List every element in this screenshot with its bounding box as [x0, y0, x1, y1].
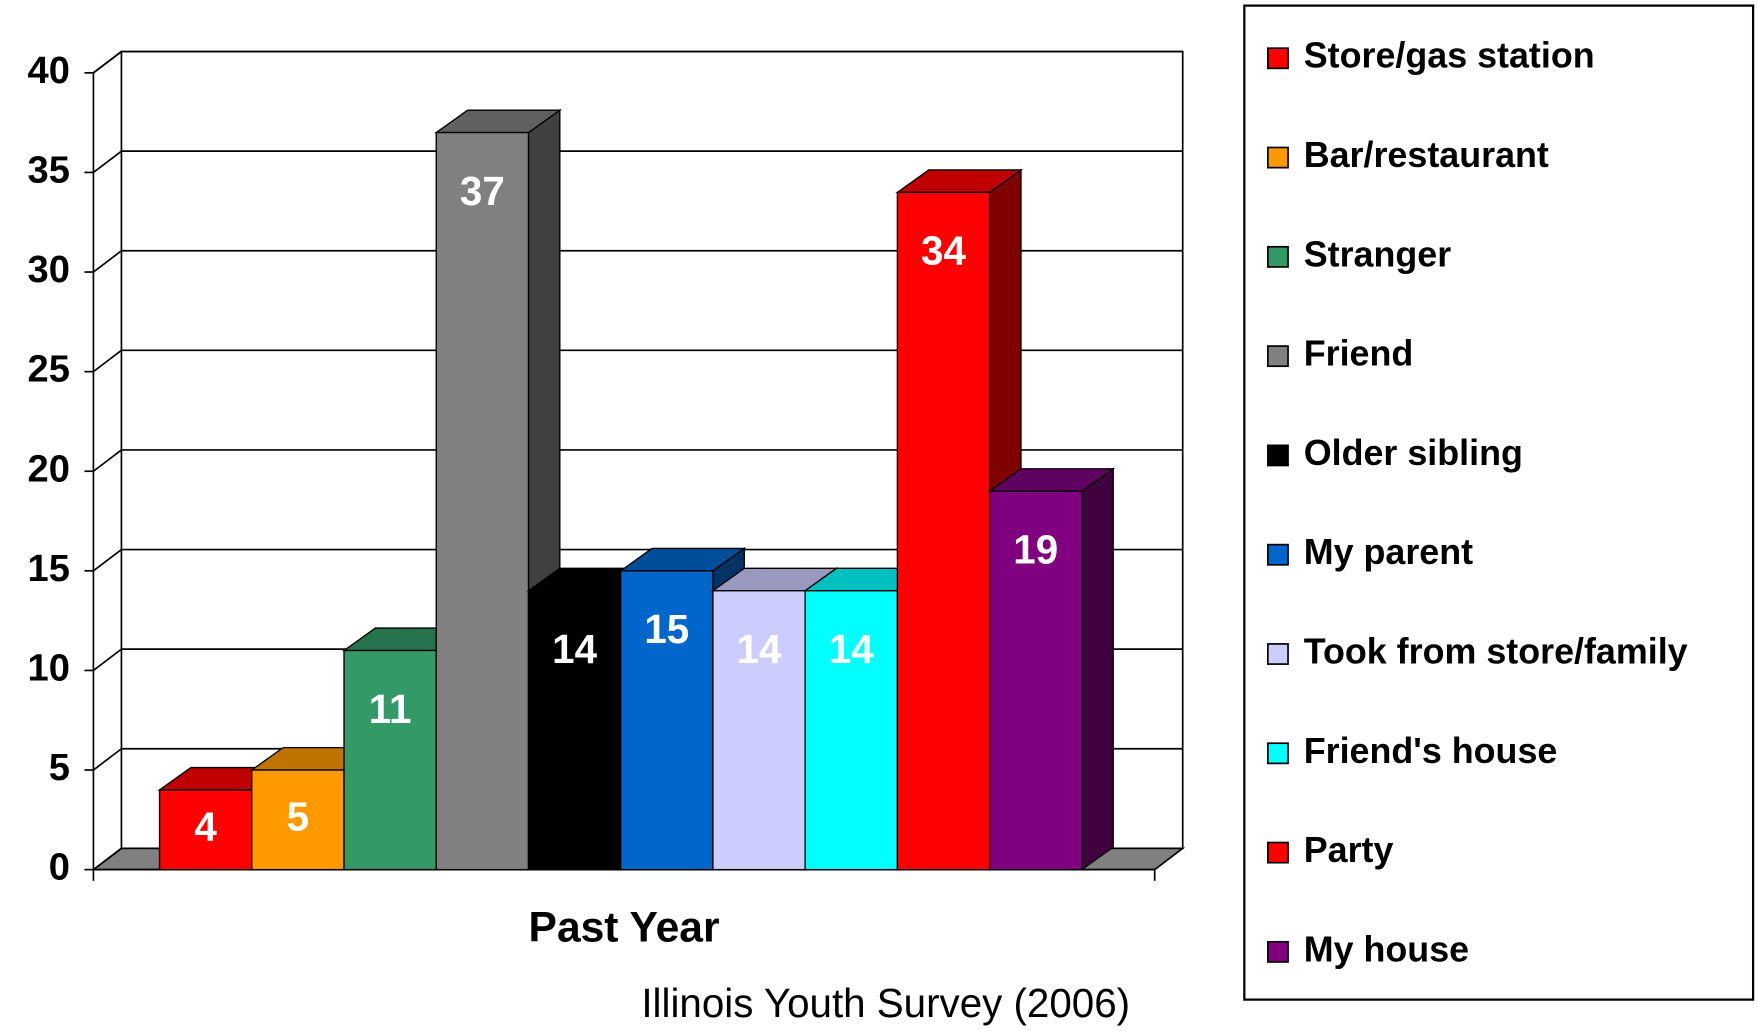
legend-swatch	[1267, 940, 1289, 963]
y-tick-label: 20	[28, 448, 70, 490]
legend-label: Older sibling	[1304, 433, 1523, 473]
data-label: 5	[287, 793, 309, 839]
data-label: 11	[369, 686, 412, 732]
source: Illinois Youth Survey (2006)	[641, 980, 1130, 1026]
grid-line	[92, 548, 122, 572]
legend-label: My parent	[1304, 532, 1473, 572]
legend-swatch	[1267, 643, 1289, 665]
legend-swatch	[1267, 543, 1289, 566]
grid-line	[92, 50, 122, 74]
y-tick-label: 5	[49, 747, 70, 789]
bar	[343, 649, 437, 871]
legend-frame	[1243, 4, 1755, 1001]
y-tick-label: 15	[28, 548, 70, 590]
bar	[712, 590, 806, 871]
legend-label: Friend	[1304, 334, 1414, 374]
bar-side	[1081, 467, 1114, 871]
grid-line	[92, 847, 122, 871]
grid-line	[92, 648, 122, 672]
legend-swatch	[1267, 742, 1289, 765]
grid-line	[92, 748, 122, 771]
legend-label: Stranger	[1304, 234, 1452, 274]
data-label: 19	[1013, 526, 1058, 572]
grid-line	[92, 250, 122, 273]
bar	[620, 570, 714, 871]
data-label: 14	[552, 626, 597, 672]
bar	[158, 789, 253, 871]
bar	[435, 131, 530, 871]
data-label: 15	[644, 606, 689, 652]
y-tick-label: 25	[28, 349, 70, 391]
grid-line	[92, 349, 122, 373]
bar	[527, 590, 622, 871]
legend-swatch	[1267, 444, 1289, 467]
data-label: 34	[921, 228, 966, 274]
legend-swatch	[1267, 146, 1289, 169]
legend-swatch	[1267, 345, 1289, 368]
legend-label: Bar/restaurant	[1304, 135, 1549, 175]
legend-label: My house	[1304, 929, 1469, 969]
data-label: 4	[194, 803, 217, 849]
y-tick-label: 0	[49, 847, 70, 889]
x-tick-label: Past Year	[529, 903, 720, 951]
legend-label: Party	[1304, 830, 1394, 870]
grid-line	[92, 449, 122, 472]
data-label: 14	[737, 626, 782, 672]
bar	[988, 490, 1083, 871]
bar	[251, 769, 345, 871]
legend-label: Friend's house	[1304, 731, 1558, 771]
legend-label: Store/gas station	[1304, 36, 1595, 76]
grid-line	[92, 150, 122, 174]
legend-label: Took from store/family	[1304, 631, 1688, 671]
legend-swatch	[1267, 47, 1289, 70]
data-label: 14	[829, 626, 874, 672]
legend-swatch	[1267, 245, 1289, 268]
legend-swatch	[1267, 841, 1289, 864]
y-tick-label: 10	[28, 647, 70, 689]
data-label: 37	[460, 168, 505, 214]
y-tick-label: 40	[28, 50, 70, 92]
bar	[896, 191, 991, 871]
y-tick-label: 35	[28, 150, 70, 192]
y-tick-label: 30	[28, 249, 70, 291]
